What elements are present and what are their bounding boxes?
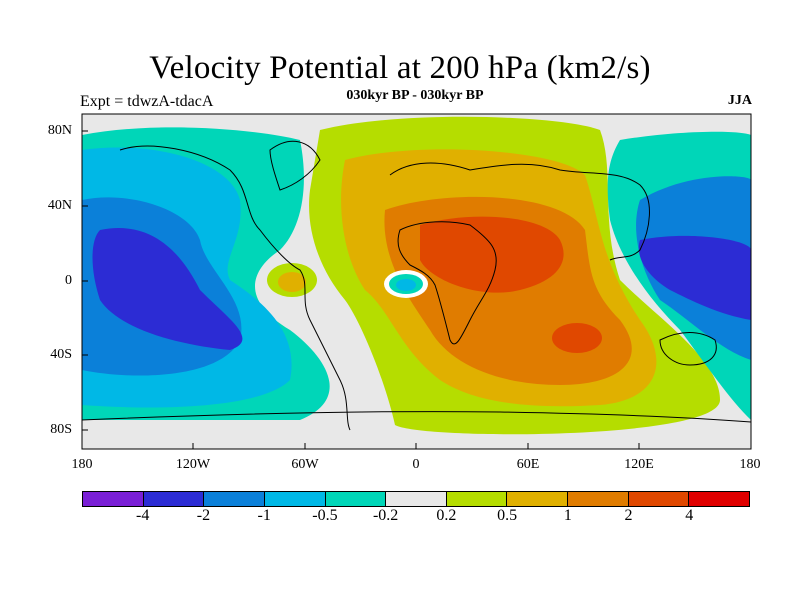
- lon-label-0: 0: [412, 457, 420, 472]
- colorbar-swatch: [507, 492, 569, 506]
- colorbar-swatch: [689, 492, 750, 506]
- lat-label-80n: 80N: [47, 123, 72, 138]
- field-pos-2-south: [552, 323, 602, 353]
- lon-label-60e: 60E: [516, 457, 540, 472]
- field-neg-2-east: [638, 235, 751, 320]
- lon-label-60w: 60W: [291, 457, 319, 472]
- coastlines: [82, 140, 751, 431]
- greenland-coastline: [269, 140, 321, 191]
- colorbar-label: 2: [624, 507, 633, 524]
- season-label: JJA: [727, 93, 752, 108]
- colorbar-swatch: [446, 492, 508, 506]
- colorbar-label: -4: [136, 507, 150, 524]
- lon-label-180e: 180: [739, 457, 761, 472]
- antarctica-coastline: [82, 411, 751, 423]
- colorbar-label: -2: [196, 507, 211, 524]
- field-pos-2: [420, 216, 564, 293]
- americas-coastline: [119, 145, 351, 431]
- map-subtitle: 030kyr BP - 030kyr BP: [346, 88, 484, 103]
- colorbar-swatch: [325, 492, 387, 506]
- colorbar-swatch: [83, 492, 144, 506]
- colorbar-swatch: [143, 492, 205, 506]
- field-neg-2: [92, 228, 243, 350]
- colorbar-swatch: [264, 492, 326, 506]
- colorbar-swatch: [628, 492, 690, 506]
- lat-label-40s: 40S: [50, 347, 72, 362]
- colorbar-label: 0.2: [436, 507, 457, 524]
- map-title: Velocity Potential at 200 hPa (km2/s): [149, 50, 651, 86]
- colorbar-swatch: [386, 492, 447, 506]
- colorbar: [82, 491, 750, 507]
- colorbar-swatch: [204, 492, 265, 506]
- colorbar-label: 1: [563, 507, 572, 524]
- colorbar-label: 0.5: [497, 507, 518, 524]
- africa-coastline: [397, 221, 497, 345]
- colorbar-label: -1: [257, 507, 271, 524]
- eurasia-coastline: [389, 162, 650, 261]
- lat-label-0: 0: [65, 273, 72, 288]
- experiment-label: Expt = tdwzA-tdacA: [80, 93, 214, 110]
- axis-ticks: [82, 130, 640, 449]
- colorbar-label: -0.5: [312, 507, 338, 524]
- colorbar-label: 4: [685, 507, 694, 524]
- lat-label-80s: 80S: [50, 422, 72, 437]
- colorbar-label: -0.2: [372, 507, 399, 524]
- lon-label-120e: 120E: [624, 457, 654, 472]
- lat-label-40n: 40N: [47, 198, 72, 213]
- lon-label-180w: 180: [71, 457, 93, 472]
- lon-label-120w: 120W: [175, 457, 211, 472]
- field-neg-small-inner: [396, 279, 416, 291]
- field-pos-caribbean-inner: [278, 272, 306, 292]
- australia-coastline: [659, 332, 717, 366]
- contour-fields: [82, 114, 751, 449]
- colorbar-swatch: [568, 492, 629, 506]
